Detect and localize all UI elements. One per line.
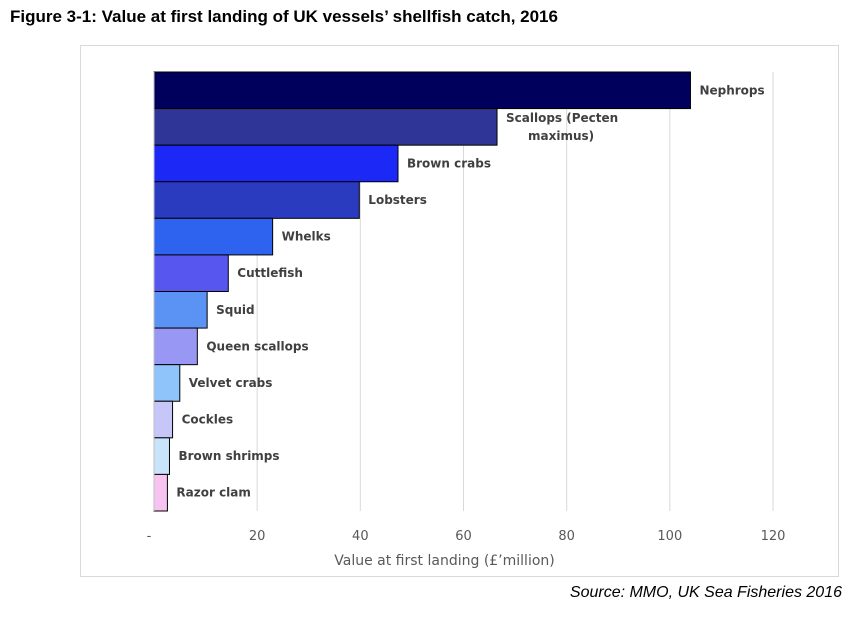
bar-label: Cuttlefish: [237, 266, 303, 280]
x-tick-label: 20: [249, 529, 266, 544]
bar-nephrops: [153, 71, 691, 110]
bar-label: Velvet crabs: [189, 376, 273, 390]
bar-label: Scallops (Pecten maximus): [506, 111, 618, 143]
x-axis-ticks: - 20 40 60 80 100 120: [147, 529, 786, 544]
x-tick-label: -: [147, 529, 152, 544]
bar-label: Razor clam: [176, 486, 251, 500]
bar-label: Lobsters: [368, 193, 427, 207]
x-tick-label: 40: [352, 529, 369, 544]
bar-velvet-crabs: [153, 364, 181, 402]
bars: [153, 71, 691, 512]
bar-label: Queen scallops: [206, 339, 308, 353]
bar-label: Cockles: [182, 413, 234, 427]
source-note: Source: MMO, UK Sea Fisheries 2016: [569, 584, 842, 601]
bar-cuttlefish: [153, 254, 229, 293]
bar-squid: [153, 291, 208, 329]
bar-label: Brown shrimps: [178, 449, 279, 463]
x-tick-label: 60: [455, 529, 472, 544]
x-tick-label: 80: [558, 529, 575, 544]
bar-lobsters: [153, 181, 360, 219]
x-tick-label: 100: [657, 529, 682, 544]
bar-brown-shrimps: [153, 437, 170, 475]
bar-label: Whelks: [282, 230, 331, 244]
bar-scallops-pecten-maximus: [153, 108, 498, 146]
chart-area: Nephrops Scallops (Pecten maximus) Brown cr…: [80, 45, 839, 577]
bar-chart: Nephrops Scallops (Pecten maximus) Brown cr…: [147, 71, 786, 569]
figure-title: Figure 3-1: Value at first landing of UK…: [10, 7, 558, 26]
bar-brown-crabs: [153, 144, 399, 183]
bar-razor-clam: [153, 473, 168, 512]
bar-queen-scallops: [153, 327, 198, 366]
bar-whelks: [153, 217, 274, 256]
bar-labels: Nephrops Scallops (Pecten maximus) Brown cr…: [176, 83, 764, 499]
x-axis-title: Value at first landing (£’million): [334, 553, 554, 569]
x-tick-label: 120: [761, 529, 786, 544]
bar-cockles: [153, 400, 174, 439]
bar-label: Squid: [216, 303, 254, 317]
bar-label: Nephrops: [699, 83, 764, 97]
bar-label: Brown crabs: [407, 156, 491, 170]
